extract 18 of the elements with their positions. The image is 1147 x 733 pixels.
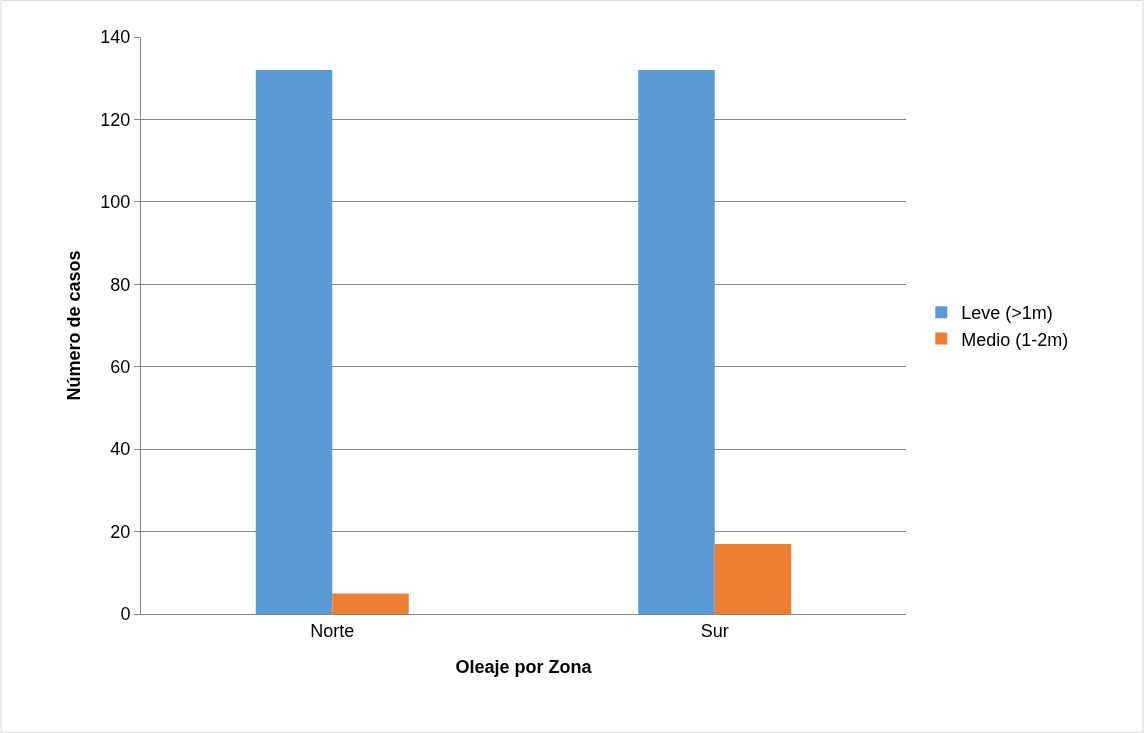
y-tick-label: 0	[120, 604, 131, 625]
y-axis-title: Número de casos	[63, 250, 84, 401]
bar	[255, 69, 333, 614]
x-axis-title: Oleaje por Zona	[455, 656, 593, 677]
legend-label: Medio (1-2m)	[961, 329, 1069, 350]
y-tick-label: 100	[100, 192, 131, 213]
bar	[638, 69, 715, 614]
y-tick-label: 120	[100, 109, 131, 130]
y-tick-label: 20	[110, 521, 131, 542]
y-tick-label: 80	[110, 274, 131, 295]
y-tick-label: 140	[100, 27, 131, 48]
y-tick-label: 40	[110, 439, 131, 460]
legend-label: Leve (>1m)	[961, 303, 1053, 324]
y-tick-label: 60	[110, 357, 131, 378]
bar	[714, 543, 792, 614]
x-tick-label: Norte	[310, 620, 355, 641]
x-tick-label: Sur	[700, 620, 729, 641]
bar	[332, 593, 409, 614]
